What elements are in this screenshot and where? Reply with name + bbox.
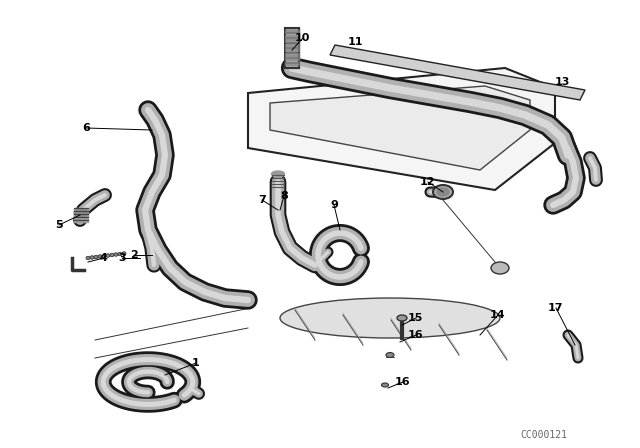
Text: 1: 1 bbox=[192, 358, 200, 368]
Text: 2: 2 bbox=[130, 250, 138, 260]
Ellipse shape bbox=[94, 255, 98, 259]
Ellipse shape bbox=[118, 252, 122, 256]
Text: 13: 13 bbox=[555, 77, 570, 87]
Text: 6: 6 bbox=[82, 123, 90, 133]
Ellipse shape bbox=[397, 315, 407, 321]
Text: 16: 16 bbox=[408, 330, 424, 340]
Text: 3: 3 bbox=[118, 253, 125, 263]
Text: 15: 15 bbox=[408, 313, 424, 323]
Text: 16: 16 bbox=[395, 377, 411, 387]
Ellipse shape bbox=[122, 252, 126, 255]
Ellipse shape bbox=[386, 353, 394, 358]
Text: 11: 11 bbox=[348, 37, 364, 47]
Text: 9: 9 bbox=[330, 200, 338, 210]
Bar bbox=[74, 208, 88, 222]
Text: CC000121: CC000121 bbox=[520, 430, 567, 440]
Text: 5: 5 bbox=[55, 220, 63, 230]
Ellipse shape bbox=[381, 383, 388, 387]
Ellipse shape bbox=[110, 253, 114, 257]
Polygon shape bbox=[270, 86, 530, 170]
Text: 7: 7 bbox=[258, 195, 266, 205]
Ellipse shape bbox=[491, 262, 509, 274]
Ellipse shape bbox=[433, 185, 453, 199]
Ellipse shape bbox=[90, 256, 94, 259]
Ellipse shape bbox=[74, 209, 88, 217]
Ellipse shape bbox=[271, 171, 285, 177]
Text: 10: 10 bbox=[295, 33, 310, 43]
Polygon shape bbox=[330, 45, 585, 100]
Ellipse shape bbox=[437, 188, 449, 196]
Ellipse shape bbox=[114, 253, 118, 256]
Text: 4: 4 bbox=[100, 253, 108, 263]
Polygon shape bbox=[248, 68, 555, 190]
Ellipse shape bbox=[98, 255, 102, 258]
Ellipse shape bbox=[280, 298, 500, 338]
Text: 12: 12 bbox=[420, 177, 435, 187]
Text: 17: 17 bbox=[548, 303, 563, 313]
Text: 8: 8 bbox=[280, 191, 288, 201]
Ellipse shape bbox=[102, 254, 106, 258]
Ellipse shape bbox=[106, 254, 110, 257]
Text: 14: 14 bbox=[490, 310, 506, 320]
Ellipse shape bbox=[86, 256, 90, 260]
